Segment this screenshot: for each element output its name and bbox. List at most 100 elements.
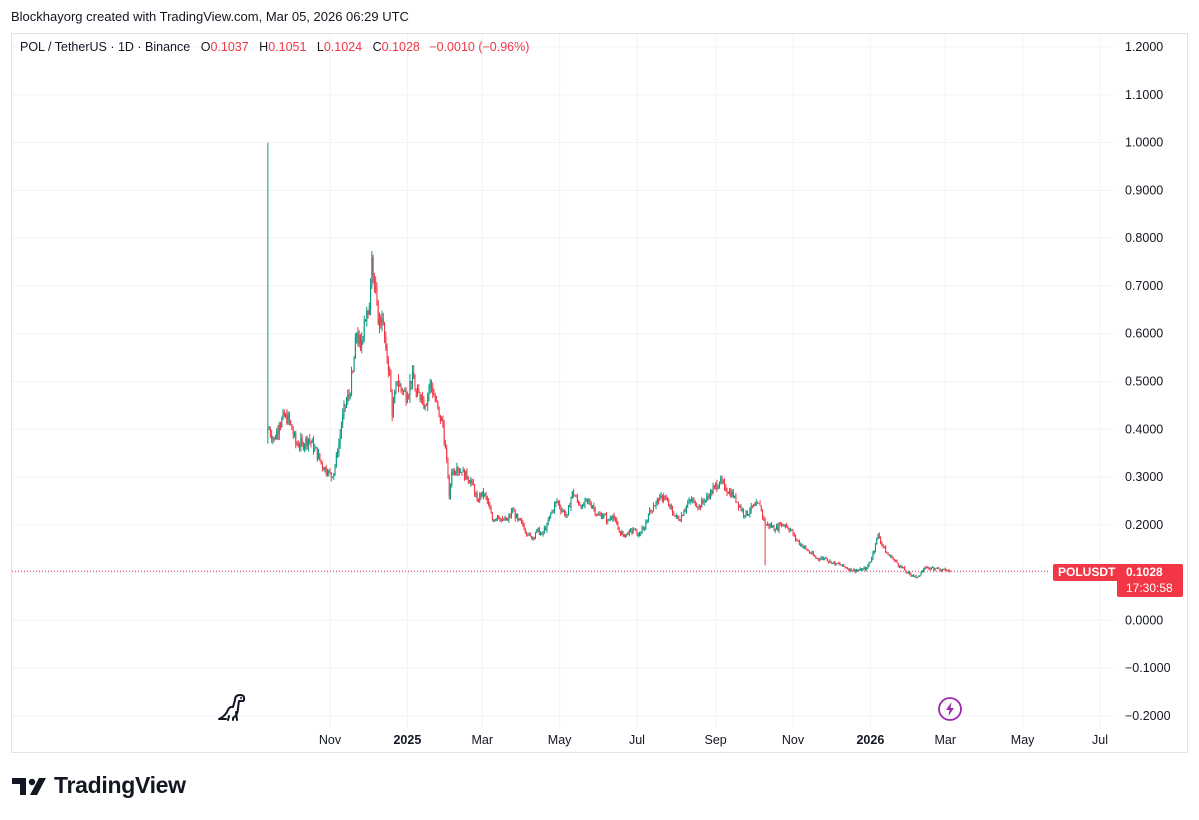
candle-body (940, 570, 942, 572)
candle (457, 466, 459, 476)
candle (789, 527, 791, 532)
candle (398, 374, 400, 393)
candle (703, 498, 705, 506)
candle-body (749, 510, 751, 515)
candle (299, 442, 301, 452)
candle (701, 497, 703, 508)
candle (734, 495, 736, 499)
candle-body (367, 311, 369, 315)
candle-body (343, 404, 345, 415)
candle (606, 512, 608, 525)
candle-body (491, 513, 493, 521)
candle (776, 523, 778, 530)
candle-body (411, 371, 413, 384)
tradingview-logo[interactable]: TradingView (12, 772, 186, 799)
candle (651, 510, 653, 515)
candle (890, 554, 892, 558)
candle (841, 564, 843, 567)
candle-body (855, 570, 857, 572)
candle-body (868, 562, 870, 566)
candle (905, 569, 907, 574)
candle-body (463, 469, 465, 480)
candle-body (578, 500, 580, 505)
candle-body (684, 510, 686, 512)
symbol-legend[interactable]: POL / TetherUS · 1D · Binance O0.1037 H0… (20, 40, 529, 54)
candle (925, 565, 927, 569)
candle (391, 389, 393, 421)
low-value: 0.1024 (323, 40, 363, 54)
candle-body (348, 395, 350, 396)
candle (433, 388, 435, 397)
candle (387, 355, 389, 378)
candle-body (834, 561, 836, 565)
candle (665, 494, 667, 501)
candle (893, 558, 895, 562)
candle-body (523, 524, 525, 530)
candle (835, 562, 837, 566)
candle (451, 468, 453, 488)
candle-body (518, 518, 520, 521)
candle (395, 381, 397, 395)
candle (494, 519, 496, 522)
candle (801, 543, 803, 548)
candle-body (573, 491, 575, 496)
candle-body (807, 550, 809, 552)
candle-body (456, 467, 458, 474)
candle (781, 522, 783, 528)
high-value: 0.1051 (268, 40, 307, 54)
candle (597, 513, 599, 516)
candle (902, 566, 904, 569)
candle (302, 441, 304, 451)
candle-body (422, 395, 424, 399)
candle (403, 389, 405, 396)
dino-icon[interactable] (216, 690, 248, 722)
candle (276, 427, 278, 440)
candle (378, 312, 380, 334)
candle-body (401, 389, 403, 392)
candle-body (476, 493, 478, 501)
candle (554, 501, 556, 514)
candle-body (866, 567, 868, 570)
candle-body (316, 447, 318, 460)
lightning-icon[interactable] (937, 696, 963, 722)
candle-body (481, 491, 483, 497)
candle (806, 548, 808, 551)
candle (915, 574, 917, 579)
candle (456, 462, 458, 477)
candle (381, 310, 383, 332)
candle (543, 525, 545, 534)
candle-body (504, 517, 506, 521)
candle (482, 488, 484, 500)
candle (313, 435, 315, 455)
y-tick-label: 0.0000 (1125, 613, 1163, 627)
candle (882, 543, 884, 549)
candle (896, 559, 898, 564)
candle-body (295, 433, 297, 444)
candle (885, 545, 887, 553)
candle-body (707, 496, 709, 498)
y-tick-label: 0.4000 (1125, 422, 1163, 436)
candle-body (693, 499, 695, 501)
candle (782, 523, 784, 527)
candle-body (641, 528, 643, 534)
candle-body (349, 395, 351, 396)
candle-body (651, 510, 653, 512)
candle-body (551, 510, 553, 514)
candle (420, 394, 422, 404)
candle (599, 511, 601, 517)
candle-body (410, 381, 412, 384)
candle (871, 556, 873, 563)
candle (647, 513, 649, 523)
candle (561, 507, 563, 513)
candle (718, 481, 720, 489)
candle-body (829, 561, 831, 562)
candle-body (937, 567, 939, 569)
candle-body (635, 528, 637, 530)
candle (475, 491, 477, 498)
candle-body (533, 537, 535, 539)
x-tick-label: May (1011, 733, 1035, 747)
candle-body (677, 515, 679, 519)
candle (437, 400, 439, 410)
candle (796, 538, 798, 542)
